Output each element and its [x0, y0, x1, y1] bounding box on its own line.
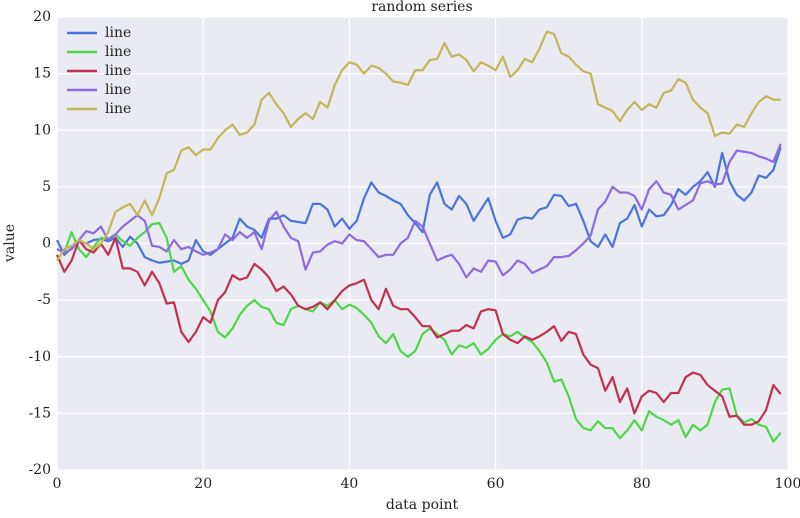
legend-label: line	[105, 25, 131, 41]
legend-label: line	[105, 101, 131, 117]
x-tick-label: 0	[53, 476, 62, 492]
y-tick-label: 20	[33, 9, 51, 25]
chart-title: random series	[371, 0, 472, 15]
x-tick-label: 20	[194, 476, 212, 492]
x-tick-label: 60	[487, 476, 505, 492]
y-tick-label: 0	[42, 236, 51, 252]
x-tick-label: 80	[633, 476, 651, 492]
y-tick-label: -15	[28, 405, 51, 421]
y-tick-label: -5	[37, 292, 51, 308]
y-tick-label: 10	[33, 122, 51, 138]
line-series	[55, 236, 782, 426]
y-axis-label: value	[2, 224, 18, 263]
line-series	[56, 146, 782, 265]
y-tick-label: -20	[28, 462, 51, 478]
x-axis-label: data point	[386, 497, 459, 513]
y-tick-label: 5	[42, 179, 51, 195]
legend-label: line	[105, 63, 131, 79]
line-series	[56, 30, 781, 262]
x-tick-label: 100	[775, 476, 800, 492]
line-series	[56, 143, 782, 279]
y-tick-label: -10	[28, 349, 51, 365]
y-tick-label: 15	[33, 66, 51, 82]
line-series	[56, 222, 782, 443]
legend-label: line	[105, 82, 131, 98]
x-tick-label: 40	[340, 476, 358, 492]
legend-label: line	[105, 44, 131, 60]
